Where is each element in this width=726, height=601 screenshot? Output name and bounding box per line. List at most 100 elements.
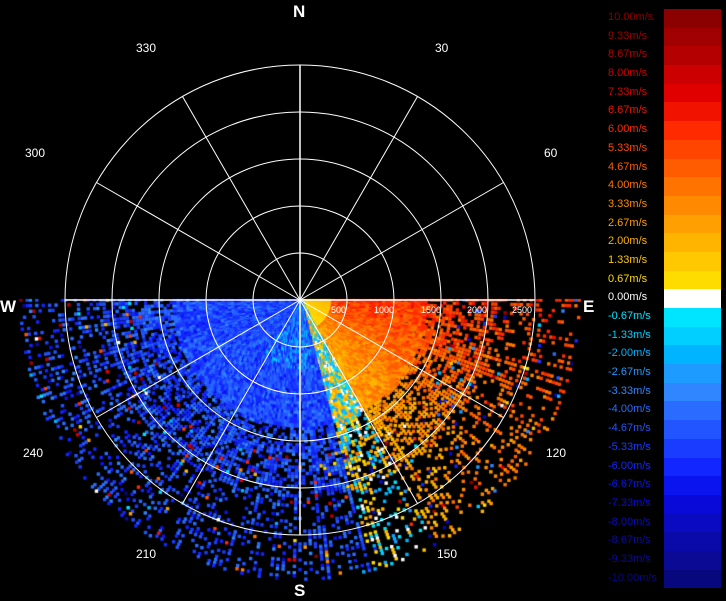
legend-swatch xyxy=(664,569,721,589)
legend-item: -6.00m/s xyxy=(606,457,721,477)
legend-label: 4.67m/s xyxy=(608,160,648,173)
legend-label: 4.00m/s xyxy=(608,179,648,192)
legend-swatch xyxy=(664,65,721,84)
legend-swatch xyxy=(664,251,721,271)
legend-label: 8.67m/s xyxy=(608,48,648,61)
legend-item: -8.67m/s xyxy=(606,532,721,551)
legend-item: 8.00m/s xyxy=(606,65,721,84)
legend-swatch xyxy=(664,214,721,234)
legend-label: -2.00m/s xyxy=(608,347,651,360)
legend-item: 2.67m/s xyxy=(606,214,721,234)
azimuth-label-150: 150 xyxy=(437,547,458,561)
legend-item: -4.67m/s xyxy=(606,420,721,439)
compass-east: E xyxy=(583,297,595,316)
legend-swatch xyxy=(664,121,721,140)
legend-item: 6.00m/s xyxy=(606,121,721,140)
legend-item: 1.33m/s xyxy=(606,251,721,271)
legend-swatch xyxy=(664,9,721,28)
legend-item: -4.00m/s xyxy=(606,401,721,421)
legend-swatch xyxy=(664,102,721,122)
legend-label: -0.67m/s xyxy=(608,310,651,322)
legend-item: 0.00m/s xyxy=(606,289,721,308)
legend-swatch xyxy=(664,345,721,365)
legend-item: 6.67m/s xyxy=(606,102,721,122)
legend-swatch xyxy=(664,382,721,402)
legend-label: 0.67m/s xyxy=(608,272,648,285)
compass-south: S xyxy=(294,581,306,600)
legend-item: 3.33m/s xyxy=(606,195,721,215)
azimuth-spoke xyxy=(299,299,418,504)
legend-item: 2.00m/s xyxy=(606,233,721,252)
legend-swatch xyxy=(664,158,721,178)
legend-label: 1.33m/s xyxy=(608,253,648,266)
azimuth-label-300: 300 xyxy=(25,146,46,160)
legend-label: 0.00m/s xyxy=(608,291,648,304)
legend-label: -6.00m/s xyxy=(608,459,651,472)
azimuth-spoke xyxy=(299,299,504,418)
legend-item: 4.67m/s xyxy=(606,158,721,178)
legend-swatch xyxy=(664,401,721,421)
azimuth-spoke xyxy=(182,299,301,504)
range-label-1500: 1500 xyxy=(421,305,442,315)
legend-label: -3.33m/s xyxy=(608,384,651,397)
legend-item: -7.33m/s xyxy=(606,494,721,514)
legend-item: -0.67m/s xyxy=(606,308,721,327)
legend-swatch xyxy=(664,195,721,215)
legend-label: -10.00m/s xyxy=(608,571,657,584)
legend-item: -2.67m/s xyxy=(606,364,721,383)
legend-label: 9.33m/s xyxy=(608,29,648,42)
azimuth-label-330: 330 xyxy=(136,41,157,55)
legend-swatch xyxy=(664,83,721,103)
compass-north: N xyxy=(293,2,306,21)
legend-item: -5.33m/s xyxy=(606,438,721,458)
legend-label: -7.33m/s xyxy=(608,496,651,509)
legend-swatch xyxy=(664,494,721,514)
azimuth-spoke xyxy=(96,299,301,418)
legend-swatch xyxy=(664,550,721,570)
legend-swatch xyxy=(664,177,721,196)
legend-label: 2.00m/s xyxy=(608,235,648,248)
azimuth-label-240: 240 xyxy=(23,446,44,460)
range-label-2500: 2500 xyxy=(512,305,533,315)
azimuth-label-30: 30 xyxy=(435,41,449,55)
azimuth-spoke xyxy=(182,96,301,301)
legend-label: -4.00m/s xyxy=(608,403,651,416)
legend-label: -8.67m/s xyxy=(608,534,651,547)
legend-label: -1.33m/s xyxy=(608,328,651,341)
legend-label: 2.67m/s xyxy=(608,216,648,229)
velocity-color-legend: 10.00m/s 9.33m/s 8.67m/s 8.00m/s 7.33m/s 6.67… xyxy=(606,9,721,589)
legend-label: -6.67m/s xyxy=(608,478,651,491)
legend-label: -8.00m/s xyxy=(608,515,651,528)
legend-swatch xyxy=(664,46,721,66)
azimuth-spoke xyxy=(299,182,504,301)
legend-label: -4.67m/s xyxy=(608,422,651,435)
legend-swatch xyxy=(664,364,721,383)
legend-swatch xyxy=(664,513,721,533)
azimuth-label-210: 210 xyxy=(136,547,157,561)
legend-swatch xyxy=(664,532,721,551)
legend-item: 10.00m/s xyxy=(606,9,721,28)
legend-item: 9.33m/s xyxy=(606,27,721,47)
legend-label: 7.33m/s xyxy=(608,85,648,98)
legend-label: 6.67m/s xyxy=(608,104,648,117)
legend-label: 3.33m/s xyxy=(608,197,648,210)
legend-label: 10.00m/s xyxy=(608,11,654,23)
legend-item: -10.00m/s xyxy=(606,569,721,589)
legend-label: -5.33m/s xyxy=(608,440,651,453)
range-label-2000: 2000 xyxy=(467,305,488,315)
azimuth-spoke xyxy=(96,182,301,301)
legend-item: 5.33m/s xyxy=(606,139,721,159)
legend-item: 8.67m/s xyxy=(606,46,721,66)
legend-swatch xyxy=(664,457,721,477)
legend-swatch xyxy=(664,438,721,458)
legend-label: 8.00m/s xyxy=(608,67,648,80)
legend-swatch xyxy=(664,270,721,290)
legend-label: 5.33m/s xyxy=(608,141,648,154)
polar-grid xyxy=(64,64,536,536)
legend-label: -2.67m/s xyxy=(608,366,651,379)
legend-item: -3.33m/s xyxy=(606,382,721,402)
legend-item: -9.33m/s xyxy=(606,550,721,570)
legend-item: 0.67m/s xyxy=(606,270,721,290)
legend-swatch xyxy=(664,289,721,308)
legend-item: -2.00m/s xyxy=(606,345,721,365)
